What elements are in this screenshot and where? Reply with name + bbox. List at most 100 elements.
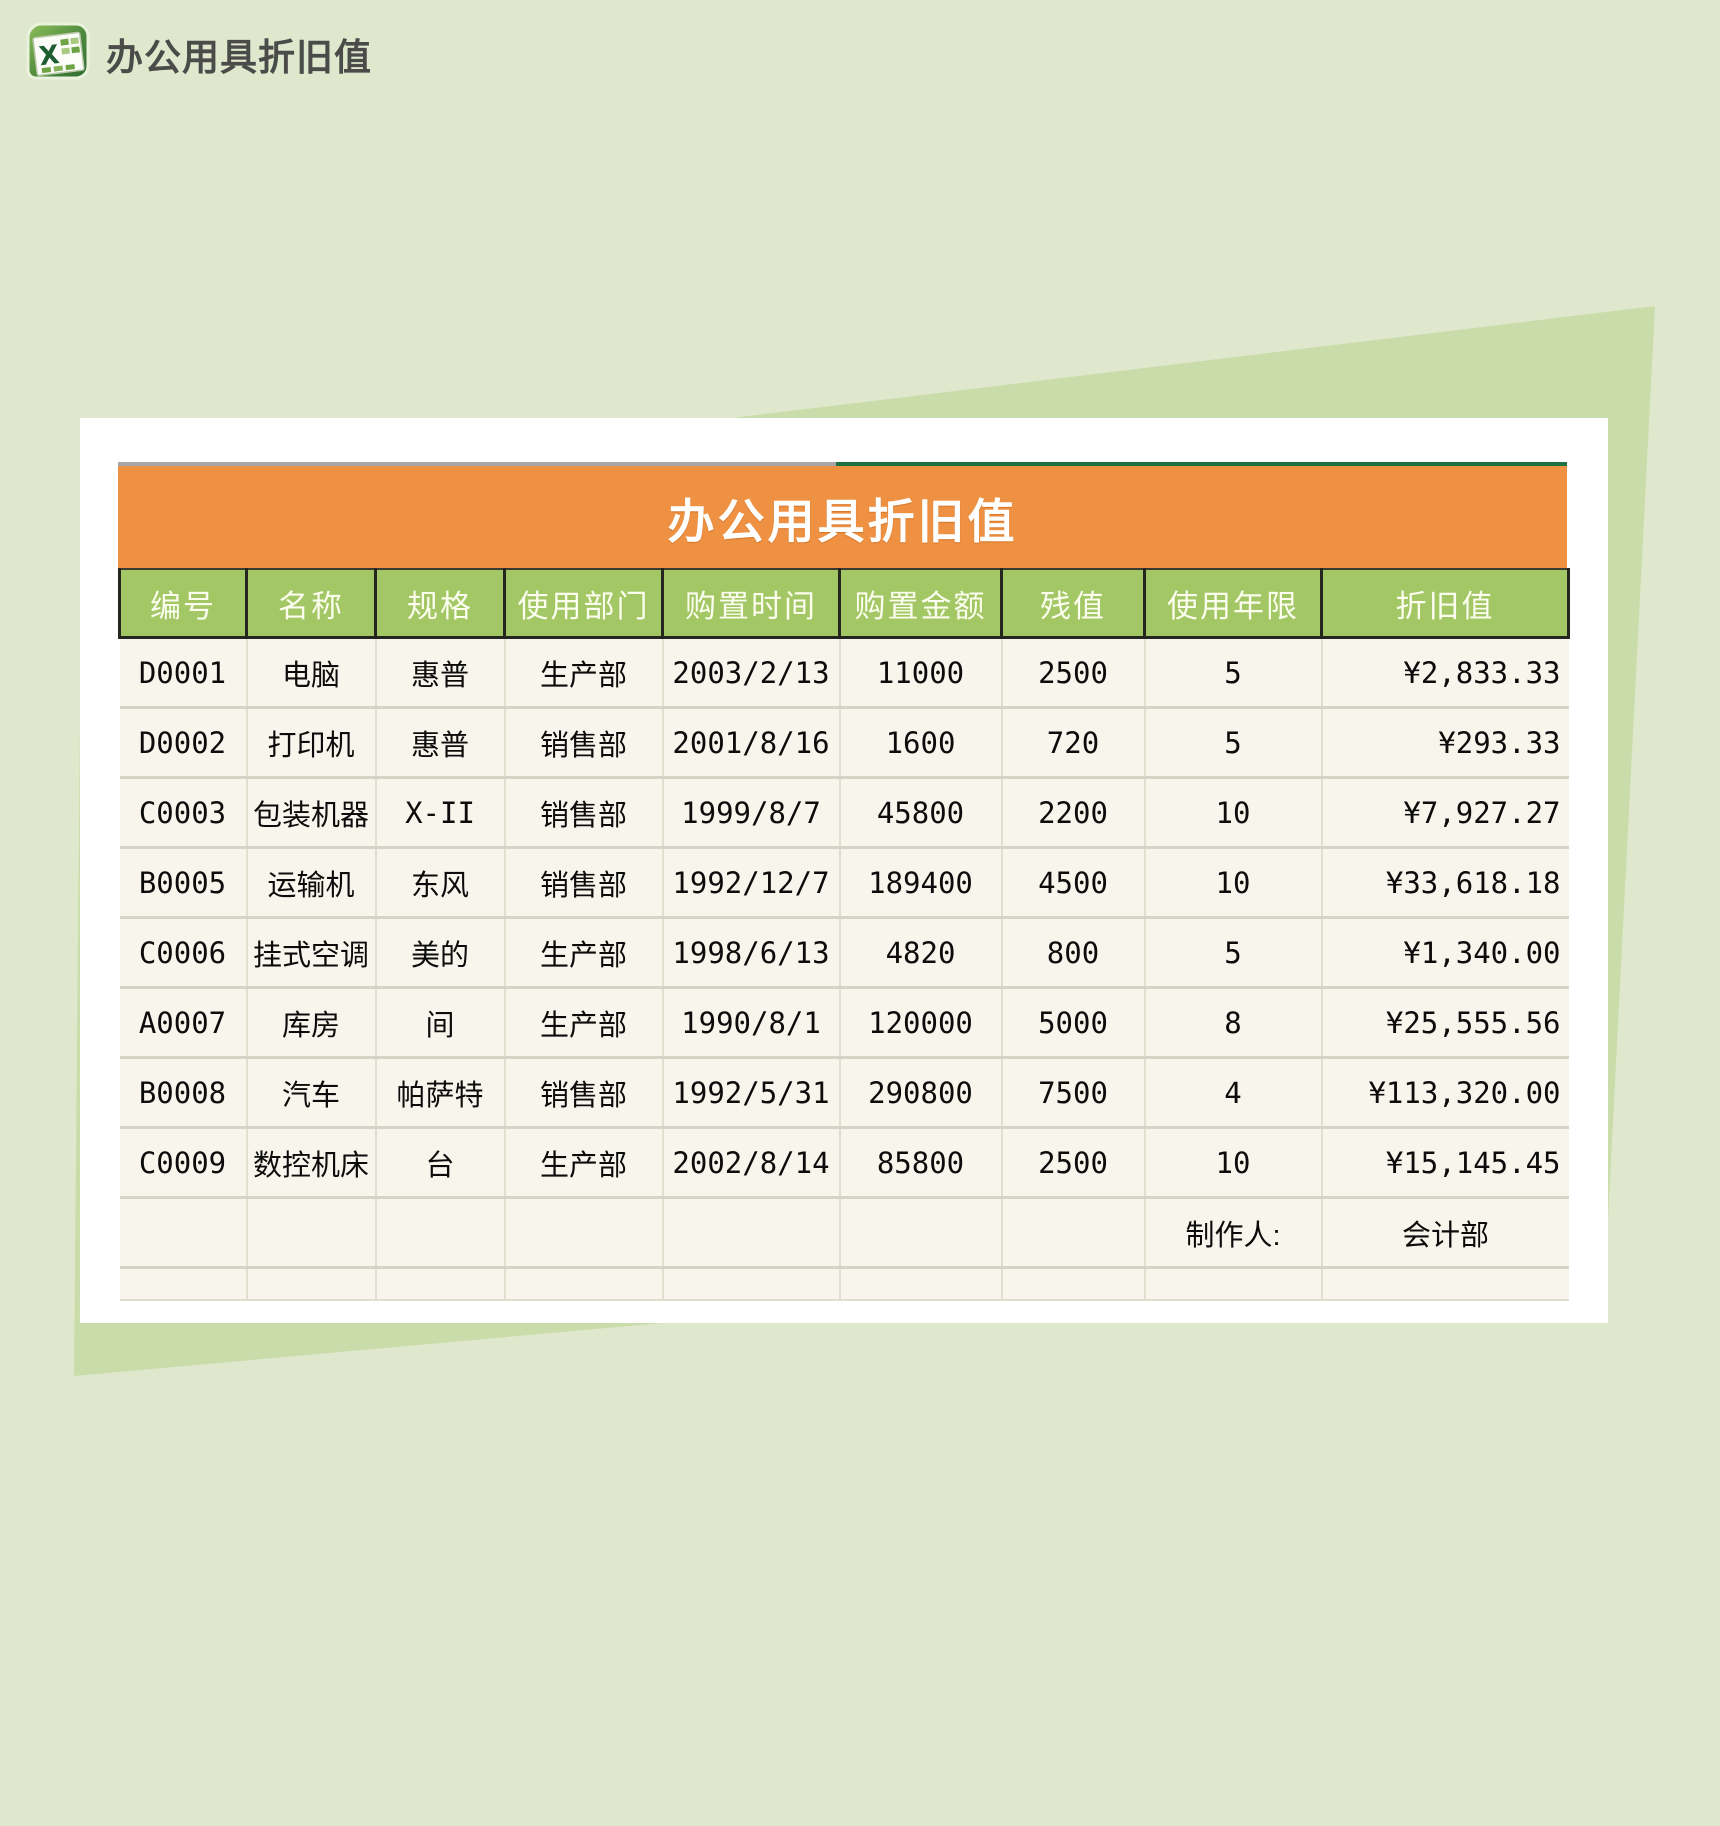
empty-cell [838, 1267, 1003, 1301]
cell-r6-c0: B0008 [119, 1057, 248, 1129]
cell-r5-c0: A0007 [119, 987, 248, 1059]
cell-r1-c7: 5 [1143, 707, 1323, 779]
cell-r6-c7: 4 [1143, 1057, 1323, 1129]
cell-r0-c1: 电脑 [245, 637, 377, 709]
spreadsheet-table: 编号 名称 规格 使用部门 购置时间 购置金额 残值 使用年限 折旧值 D0001 电脑 惠普 生产部… [118, 568, 1570, 1301]
cell-r3-c4: 1992/12/7 [661, 847, 841, 919]
footer-row: 制作人: 会计部 [119, 1197, 1569, 1269]
cell-r6-c2: 帕萨特 [374, 1057, 506, 1129]
cell-r7-c5: 85800 [838, 1127, 1003, 1199]
cell-r0-c3: 生产部 [503, 637, 664, 709]
table-title-bar: 办公用具折旧值 [118, 466, 1567, 568]
cell-r3-c1: 运输机 [245, 847, 377, 919]
empty-row [119, 1267, 1569, 1301]
footer-empty-cell [374, 1197, 506, 1269]
cell-r1-c0: D0002 [119, 707, 248, 779]
column-header-6: 残值 [1000, 568, 1146, 639]
cell-r0-c7: 5 [1143, 637, 1323, 709]
cell-r7-c6: 2500 [1000, 1127, 1146, 1199]
cell-r0-c5: 11000 [838, 637, 1003, 709]
cell-r5-c3: 生产部 [503, 987, 664, 1059]
cell-r5-c4: 1990/8/1 [661, 987, 841, 1059]
cell-r5-c7: 8 [1143, 987, 1323, 1059]
column-header-2: 规格 [374, 568, 506, 639]
empty-cell [245, 1267, 377, 1301]
cell-r4-c1: 挂式空调 [245, 917, 377, 989]
cell-r3-c8: ¥33,618.18 [1320, 847, 1569, 919]
cell-r2-c8: ¥7,927.27 [1320, 777, 1569, 849]
cell-r4-c0: C0006 [119, 917, 248, 989]
footer-empty-cell [661, 1197, 841, 1269]
cell-r0-c0: D0001 [119, 637, 248, 709]
cell-r5-c1: 库房 [245, 987, 377, 1059]
cell-r6-c6: 7500 [1000, 1057, 1146, 1129]
table-top-border [118, 462, 1567, 466]
cell-r4-c2: 美的 [374, 917, 506, 989]
cell-r7-c8: ¥15,145.45 [1320, 1127, 1569, 1199]
cell-r1-c5: 1600 [838, 707, 1003, 779]
cell-r4-c4: 1998/6/13 [661, 917, 841, 989]
empty-cell [374, 1267, 506, 1301]
footer-empty-cell [503, 1197, 664, 1269]
cell-r4-c8: ¥1,340.00 [1320, 917, 1569, 989]
excel-icon: X [26, 22, 90, 85]
column-header-0: 编号 [118, 568, 248, 639]
column-header-4: 购置时间 [661, 568, 841, 639]
footer-empty-cell [245, 1197, 377, 1269]
cell-r0-c8: ¥2,833.33 [1320, 637, 1569, 709]
cell-r2-c6: 2200 [1000, 777, 1146, 849]
cell-r5-c2: 间 [374, 987, 506, 1059]
column-header-8: 折旧值 [1320, 568, 1570, 639]
footer-label: 制作人: [1143, 1197, 1323, 1269]
top-border-gray-segment [118, 462, 836, 466]
cell-r1-c2: 惠普 [374, 707, 506, 779]
cell-r7-c3: 生产部 [503, 1127, 664, 1199]
cell-r2-c7: 10 [1143, 777, 1323, 849]
cell-r4-c6: 800 [1000, 917, 1146, 989]
cell-r0-c6: 2500 [1000, 637, 1146, 709]
cell-r7-c7: 10 [1143, 1127, 1323, 1199]
cell-r3-c3: 销售部 [503, 847, 664, 919]
table-row: D0001 电脑 惠普 生产部 2003/2/13 11000 2500 5 ¥2,833.33 [119, 637, 1569, 709]
cell-r5-c6: 5000 [1000, 987, 1146, 1059]
cell-r0-c4: 2003/2/13 [661, 637, 841, 709]
cell-r3-c5: 189400 [838, 847, 1003, 919]
column-header-5: 购置金额 [838, 568, 1003, 639]
column-header-3: 使用部门 [503, 568, 664, 639]
cell-r3-c2: 东风 [374, 847, 506, 919]
cell-r2-c5: 45800 [838, 777, 1003, 849]
table-row: C0003 包装机器 X-II 销售部 1999/8/7 45800 2200 10 ¥7,92… [119, 777, 1569, 849]
cell-r3-c6: 4500 [1000, 847, 1146, 919]
cell-r7-c1: 数控机床 [245, 1127, 377, 1199]
column-header-7: 使用年限 [1143, 568, 1323, 639]
footer-value: 会计部 [1320, 1197, 1569, 1269]
cell-r6-c8: ¥113,320.00 [1320, 1057, 1569, 1129]
cell-r1-c6: 720 [1000, 707, 1146, 779]
cell-r2-c1: 包装机器 [245, 777, 377, 849]
cell-r5-c5: 120000 [838, 987, 1003, 1059]
depreciation-table: 办公用具折旧值 编号 名称 规格 使用部门 购置时间 购置金额 残值 使用年限 折旧值 D000… [118, 462, 1570, 1301]
cell-r2-c0: C0003 [119, 777, 248, 849]
svg-text:X: X [37, 40, 61, 72]
table-title: 办公用具折旧值 [667, 494, 1018, 548]
empty-cell [503, 1267, 664, 1301]
cell-r2-c4: 1999/8/7 [661, 777, 841, 849]
table-row: A0007 库房间生产部 1990/8/1 120000 5000 8 ¥25,555.56 [119, 987, 1569, 1059]
footer-empty-cell [119, 1197, 248, 1269]
cell-r7-c0: C0009 [119, 1127, 248, 1199]
cell-r6-c5: 290800 [838, 1057, 1003, 1129]
empty-cell [1000, 1267, 1146, 1301]
empty-cell [1143, 1267, 1323, 1301]
empty-cell [661, 1267, 841, 1301]
app-title: 办公用具折旧值 [106, 36, 372, 78]
table-row: D0002 打印机 惠普 销售部 2001/8/16 1600 720 5 ¥293.33 [119, 707, 1569, 779]
table-row: B0008 汽车 帕萨特 销售部 1992/5/31 290800 7500 4 ¥113,32… [119, 1057, 1569, 1129]
cell-r1-c1: 打印机 [245, 707, 377, 779]
footer-empty-cell [838, 1197, 1003, 1269]
table-body: D0001 电脑 惠普 生产部 2003/2/13 11000 2500 5 ¥2,833.33… [119, 637, 1569, 1301]
cell-r3-c7: 10 [1143, 847, 1323, 919]
cell-r2-c2: X-II [374, 777, 506, 849]
cell-r0-c2: 惠普 [374, 637, 506, 709]
cell-r4-c7: 5 [1143, 917, 1323, 989]
